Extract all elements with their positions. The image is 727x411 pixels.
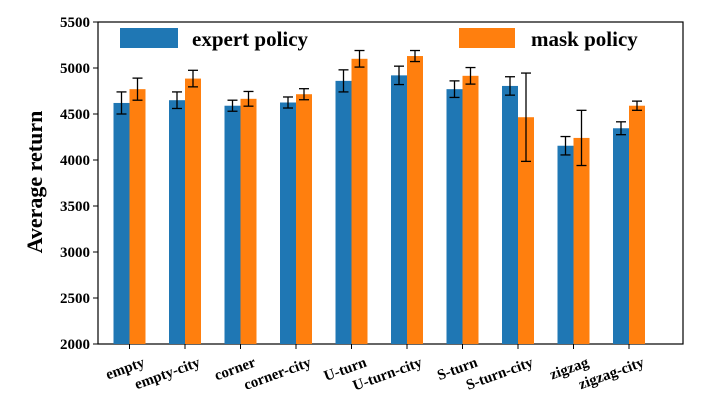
y-tick-label-3000: 3000 [60,245,90,261]
bar-expert-policy-s-turn [446,89,463,344]
bar-expert-policy-corner [224,105,241,344]
bar-expert-policy-s-turn-city [502,85,518,344]
bar-mask-policy-u-turn [351,58,368,345]
y-tick-label-4000: 4000 [60,153,90,169]
bar-mask-policy-zigzag [573,137,590,344]
bar-mask-policy-s-turn-city [518,117,534,344]
plot-area: 20002500300035004000450050005500emptyemp… [60,15,684,395]
bar-mask-policy-corner [240,98,257,344]
legend-swatch-mask-policy [459,28,515,48]
plot-frame [97,21,684,345]
bar-mask-policy-u-turn-city [407,56,423,344]
bar-expert-policy-zigzag [557,145,574,344]
y-axis-label: Average return [22,111,47,254]
bar-mask-policy-empty-city [185,78,201,344]
bar-expert-policy-u-turn-city [391,75,407,345]
y-tick-label-5500: 5500 [60,15,90,31]
bar-mask-policy-s-turn [462,75,479,344]
bar-expert-policy-zigzag-city [613,128,629,344]
y-tick-label-2000: 2000 [60,337,90,353]
y-tick-label-5000: 5000 [60,61,90,77]
bar-mask-policy-zigzag-city [629,105,645,344]
legend-label-mask-policy: mask policy [531,27,638,51]
bar-expert-policy-u-turn [335,80,352,344]
legend: expert policy mask policy [120,27,638,51]
bar-expert-policy-empty [113,102,130,345]
bar-mask-policy-corner-city [296,94,312,344]
y-tick-label-4500: 4500 [60,107,90,123]
legend-swatch-expert-policy [120,28,178,48]
bar-mask-policy-empty [129,89,146,344]
bar-expert-policy-corner-city [280,102,296,344]
y-tick-label-2500: 2500 [60,291,90,307]
legend-label-expert-policy: expert policy [192,27,309,51]
bar-expert-policy-empty-city [169,100,185,344]
y-tick-label-3500: 3500 [60,199,90,215]
